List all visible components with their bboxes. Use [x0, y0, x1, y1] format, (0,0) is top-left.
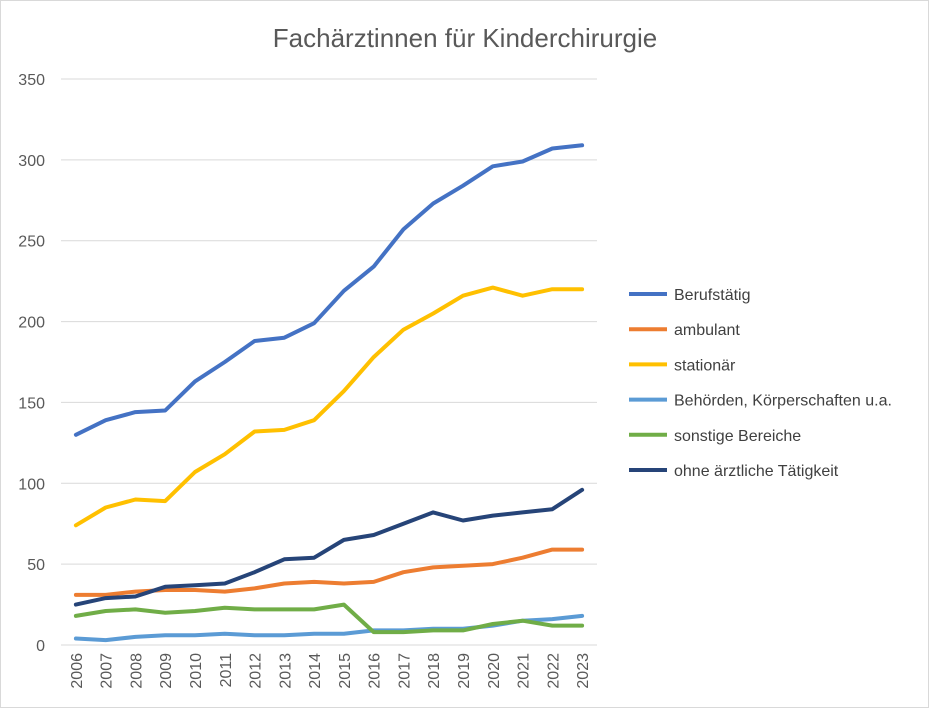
series-1 — [73, 143, 585, 437]
x-tick-label: 2010 — [188, 653, 205, 689]
series-line — [73, 547, 585, 597]
legend-item: ambulant — [629, 322, 740, 339]
series-line — [73, 613, 585, 643]
x-tick-label: 2021 — [516, 653, 533, 689]
series-line — [73, 143, 585, 437]
series-2 — [73, 547, 585, 597]
x-tick-label: 2008 — [128, 653, 145, 689]
y-tick-label: 150 — [18, 395, 45, 412]
y-tick-label: 100 — [18, 476, 45, 493]
y-axis-ticks: 0 50 100 150 200 250 300 350 — [18, 72, 45, 655]
x-tick-label: 2020 — [486, 653, 503, 689]
x-tick-label: 2006 — [69, 653, 86, 689]
legend-item: sonstige Bereiche — [629, 428, 801, 445]
series-line — [73, 487, 585, 607]
legend: Berufstätig ambulant stationär Behörden, Kö… — [629, 287, 892, 480]
x-tick-label: 2018 — [426, 653, 443, 689]
legend-label: Behörden, Körperschaften u.a. — [674, 393, 892, 410]
series-4 — [73, 613, 585, 643]
x-tick-label: 2009 — [158, 653, 175, 689]
y-tick-label: 50 — [27, 557, 45, 574]
x-tick-label: 2023 — [575, 653, 592, 689]
y-tick-label: 250 — [18, 234, 45, 251]
y-tick-label: 0 — [36, 638, 45, 655]
x-tick-label: 2012 — [248, 653, 265, 689]
series-5 — [73, 602, 585, 635]
series-line — [73, 602, 585, 635]
legend-item: stationär — [629, 357, 736, 374]
x-tick-label: 2016 — [367, 653, 384, 689]
y-tick-label: 200 — [18, 315, 45, 332]
legend-item: Berufstätig — [629, 287, 750, 304]
x-tick-label: 2015 — [337, 653, 354, 689]
chart-title: Fachärztinnen für Kinderchirurgie — [273, 23, 657, 53]
series-3 — [73, 285, 585, 528]
x-tick-label: 2022 — [545, 653, 562, 689]
series-line — [73, 285, 585, 528]
x-axis-ticks: 2006 2007 2008 2009 2010 2011 2012 2013 2014 2015… — [69, 653, 592, 689]
legend-label: ohne ärztliche Tätigkeit — [674, 463, 839, 480]
x-tick-label: 2007 — [99, 653, 116, 689]
series-lines — [73, 143, 585, 643]
legend-label: sonstige Bereiche — [674, 428, 801, 445]
legend-label: Berufstätig — [674, 287, 750, 304]
legend-label: stationär — [674, 357, 736, 374]
x-tick-label: 2014 — [307, 653, 324, 689]
legend-item: Behörden, Körperschaften u.a. — [629, 393, 892, 410]
x-tick-label: 2011 — [218, 653, 235, 688]
series-6 — [73, 487, 585, 607]
y-tick-label: 350 — [18, 72, 45, 89]
x-tick-label: 2013 — [277, 653, 294, 689]
x-tick-label: 2017 — [396, 653, 413, 689]
legend-label: ambulant — [674, 322, 740, 339]
gridlines — [61, 78, 597, 646]
x-tick-label: 2019 — [456, 653, 473, 689]
legend-item: ohne ärztliche Tätigkeit — [629, 463, 839, 480]
y-tick-label: 300 — [18, 153, 45, 170]
